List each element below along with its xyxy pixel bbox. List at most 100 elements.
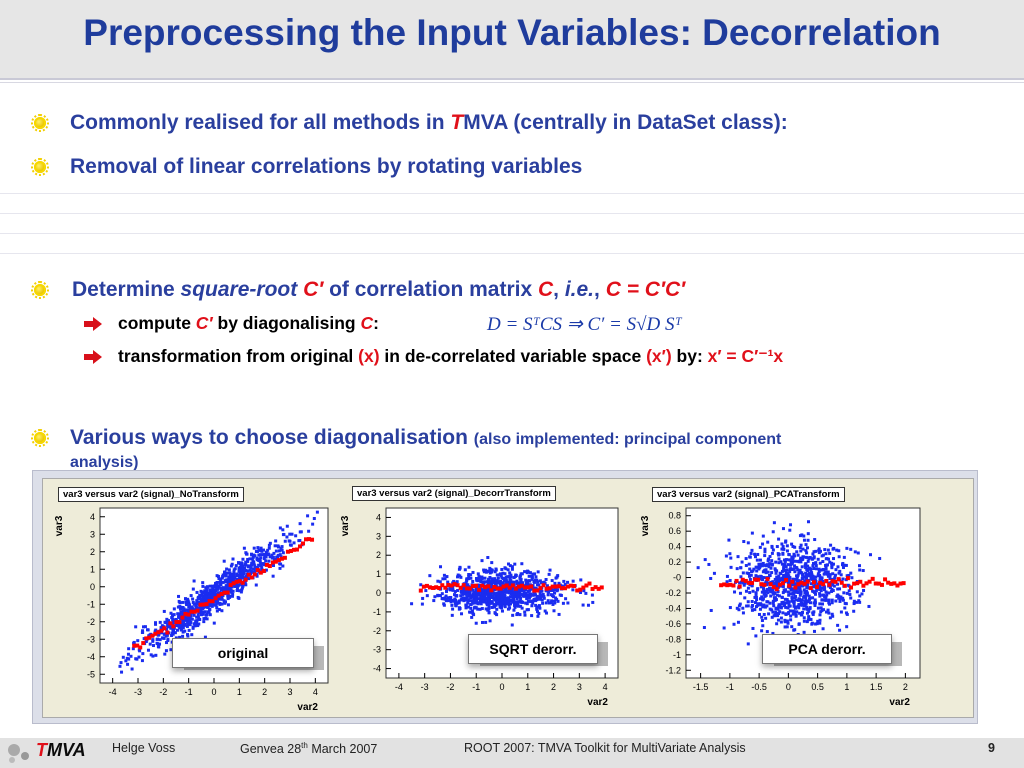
scatter-point xyxy=(821,586,825,590)
scatter-point xyxy=(796,580,800,584)
scatter-point xyxy=(197,611,201,615)
profile-point xyxy=(307,537,312,542)
scatter-point xyxy=(234,584,238,588)
scatter-point xyxy=(802,603,806,607)
y-tick-label: 0 xyxy=(376,588,381,598)
scatter-point xyxy=(537,583,541,587)
y-tick-label: -0.2 xyxy=(665,588,681,598)
profile-point xyxy=(195,608,200,613)
scatter-point xyxy=(519,596,523,600)
scatter-point xyxy=(784,571,788,575)
scatter-point xyxy=(232,572,236,576)
scatter-point xyxy=(221,575,225,579)
scatter-point xyxy=(532,579,536,583)
scatter-point xyxy=(800,598,804,602)
scatter-point xyxy=(204,595,208,599)
scatter-point xyxy=(285,535,289,539)
profile-point xyxy=(895,583,900,588)
profile-point xyxy=(495,586,500,591)
scatter-point xyxy=(754,595,758,599)
scatter-point xyxy=(140,659,144,663)
profile-point xyxy=(418,588,423,593)
scatter-point xyxy=(232,570,236,574)
scatter-point xyxy=(526,569,530,573)
scatter-point xyxy=(754,565,758,569)
profile-point xyxy=(458,585,463,590)
scatter-point xyxy=(266,552,270,556)
scatter-point xyxy=(486,556,490,560)
x-tick-label: -4 xyxy=(395,682,403,692)
scatter-point xyxy=(196,613,200,617)
scatter-point xyxy=(186,622,190,626)
sub-1-text: compute xyxy=(118,313,196,333)
scatter-point xyxy=(468,589,472,593)
scatter-point xyxy=(267,559,271,563)
scatter-point xyxy=(420,602,424,606)
scatter-point xyxy=(766,591,770,595)
profile-point xyxy=(159,628,164,633)
profile-point xyxy=(132,643,137,648)
scatter-point xyxy=(812,610,816,614)
scatter-point xyxy=(768,562,772,566)
scatter-point xyxy=(741,606,745,610)
scatter-point xyxy=(239,561,243,565)
scatter-point xyxy=(750,584,754,588)
scatter-point xyxy=(758,577,762,581)
scatter-point xyxy=(741,571,745,575)
scatter-point xyxy=(802,595,806,599)
scatter-point xyxy=(503,605,507,609)
profile-point xyxy=(446,582,451,587)
scatter-point xyxy=(763,594,767,598)
scatter-point xyxy=(252,567,256,571)
scatter-point xyxy=(777,553,781,557)
scatter-point xyxy=(483,580,487,584)
scatter-point xyxy=(798,534,802,538)
scatter-point xyxy=(137,648,141,652)
scatter-point xyxy=(499,574,503,578)
profile-point xyxy=(768,582,773,587)
scatter-point xyxy=(777,537,781,541)
scatter-point xyxy=(831,547,835,551)
scatter-point xyxy=(549,593,553,597)
subbullet-2: transformation from original (x) in de-c… xyxy=(118,346,783,367)
scatter-point xyxy=(202,610,206,614)
scatter-point xyxy=(772,596,776,600)
scatter-point xyxy=(750,548,754,552)
scatter-point xyxy=(477,593,481,597)
scatter-point xyxy=(766,540,770,544)
scatter-point xyxy=(746,586,750,590)
profile-point xyxy=(898,581,903,586)
profile-point xyxy=(246,572,251,577)
scatter-point xyxy=(169,626,173,630)
scatter-point xyxy=(489,586,493,590)
scatter-point xyxy=(826,574,830,578)
scatter-point xyxy=(538,591,542,595)
scatter-point xyxy=(216,584,220,588)
scatter-point xyxy=(500,576,504,580)
scatter-point xyxy=(198,618,202,622)
scatter-point xyxy=(149,653,153,657)
scatter-point xyxy=(564,597,568,601)
scatter-point xyxy=(189,614,193,618)
scatter-point xyxy=(799,560,803,564)
profile-point xyxy=(483,585,488,590)
scatter-point xyxy=(751,603,755,607)
scatter-point xyxy=(821,627,825,631)
scatter-point xyxy=(218,597,222,601)
scatter-point xyxy=(810,573,814,577)
scatter-point xyxy=(838,587,842,591)
scatter-point xyxy=(158,638,162,642)
scatter-point xyxy=(579,578,583,582)
scatter-point xyxy=(154,621,158,625)
scatter-point xyxy=(760,595,764,599)
scatter-point xyxy=(804,566,808,570)
scatter-point xyxy=(791,612,795,616)
x-tick-label: 3 xyxy=(577,682,582,692)
scatter-point xyxy=(160,624,164,628)
scatter-point xyxy=(166,619,170,623)
profile-point xyxy=(587,581,592,586)
scatter-point xyxy=(432,599,436,603)
profile-point xyxy=(793,585,798,590)
scatter-point xyxy=(794,606,798,610)
scatter-point xyxy=(221,586,225,590)
